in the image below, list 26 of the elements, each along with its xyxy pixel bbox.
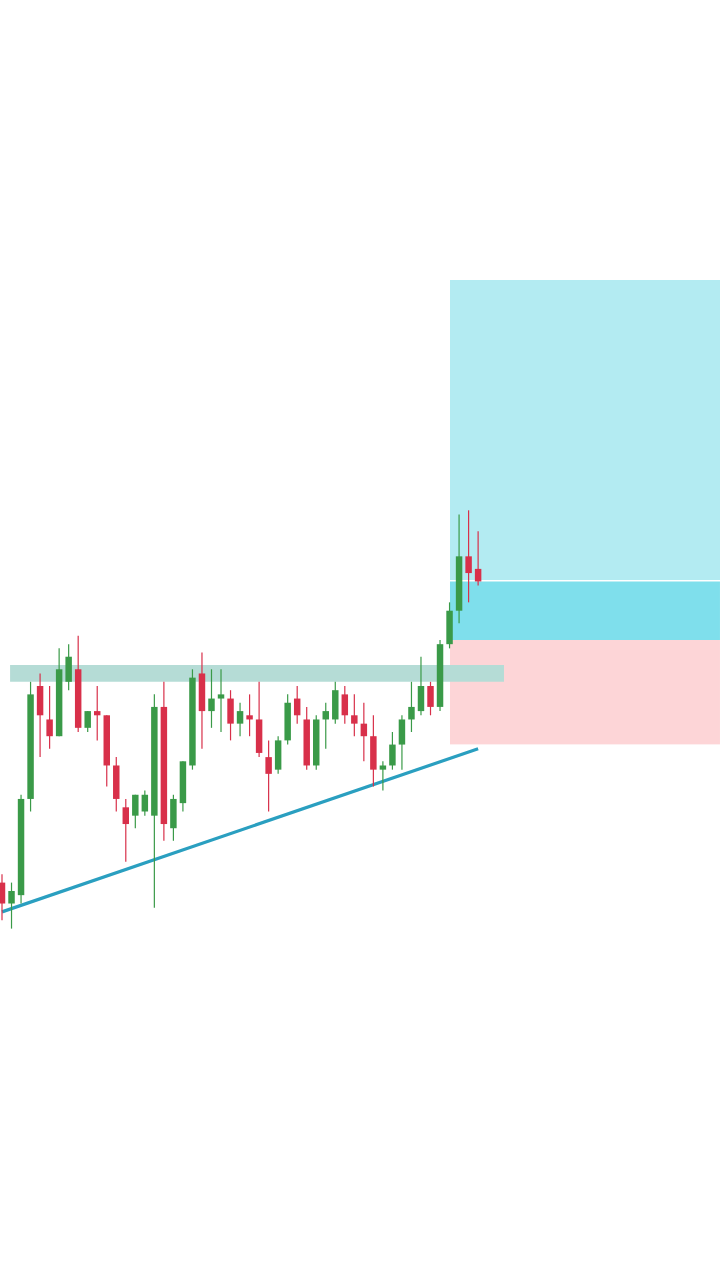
candlestick: [427, 681, 434, 716]
candlestick: [122, 798, 130, 863]
candlestick: [265, 739, 272, 813]
candlestick: [227, 689, 234, 741]
candlestick: [370, 714, 377, 787]
candlestick: [255, 681, 263, 758]
candlestick: [46, 685, 53, 750]
candlestick: [0, 873, 6, 921]
candlestick: [217, 668, 225, 733]
candlestick: [379, 760, 387, 792]
candlestick: [274, 735, 282, 775]
candlestick: [198, 651, 206, 750]
candlestick: [398, 714, 406, 771]
candlestick: [113, 756, 120, 813]
candlestick: [284, 693, 291, 746]
candlestick: [389, 731, 396, 771]
candlestick: [84, 710, 91, 733]
candlestick: [446, 601, 453, 649]
candlestick: [341, 685, 349, 725]
candlestick: [236, 702, 244, 737]
candlestick: [303, 706, 310, 771]
candlestick: [208, 668, 215, 729]
candlestick: [351, 693, 358, 737]
candlestick: [246, 693, 253, 737]
candlestick: [36, 672, 44, 758]
candlestick: [313, 714, 320, 771]
